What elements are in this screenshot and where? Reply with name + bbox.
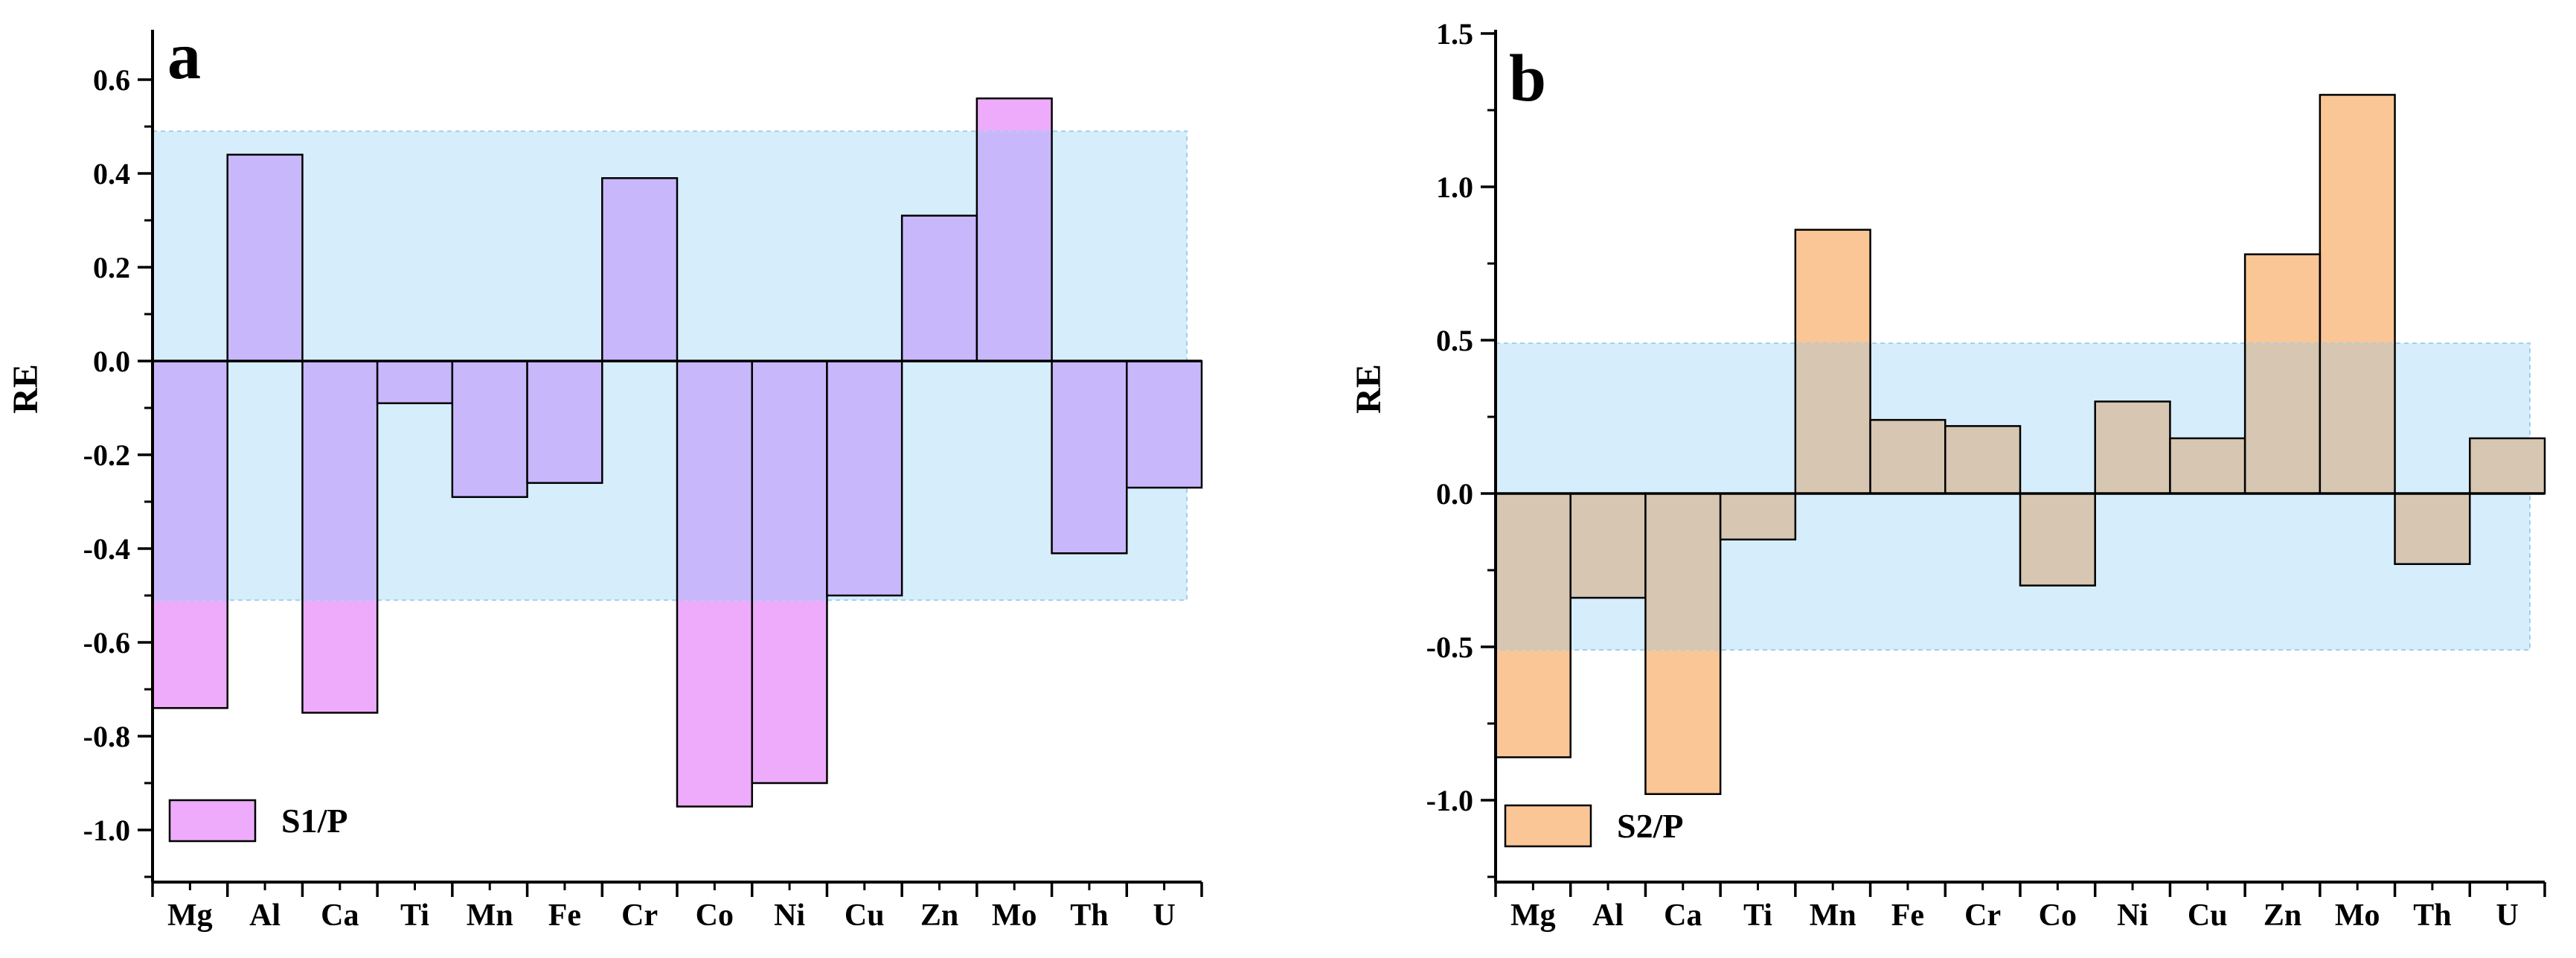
bar-outside-mo: [976, 98, 1052, 132]
x-tick-label-cr: Cr: [1964, 898, 2001, 933]
bar-inside-fe: [1870, 420, 1946, 494]
y-tick-label: 0.6: [93, 63, 130, 97]
bar-outside-mg: [1496, 650, 1571, 758]
x-tick-label-mo: Mo: [992, 898, 1037, 933]
bar-inside-al: [1570, 494, 1646, 598]
y-tick-label: -0.6: [83, 626, 130, 660]
x-tick-label-mo: Mo: [2335, 898, 2380, 933]
x-tick-label-mg: Mg: [1510, 898, 1556, 933]
x-tick-label-mn: Mn: [1810, 898, 1856, 933]
legend-label: S2/P: [1617, 807, 1683, 845]
bar-inside-cu: [827, 361, 903, 595]
bar-inside-mo: [2319, 343, 2395, 494]
x-tick-label-fe: Fe: [548, 898, 581, 933]
bar-outside-mn: [1795, 229, 1871, 344]
y-axis-label: RE: [1349, 364, 1388, 414]
y-tick-label: 0.5: [1436, 324, 1473, 357]
bar-inside-ti: [1720, 494, 1795, 540]
y-tick-label: -0.2: [83, 438, 130, 472]
legend-swatch: [1504, 804, 1592, 848]
bar-inside-th: [1051, 361, 1127, 554]
bar-outside-ca: [302, 600, 378, 713]
bar-outside-ca: [1645, 650, 1721, 794]
bar-inside-ni: [2095, 401, 2170, 494]
y-tick-label: -0.4: [83, 532, 130, 566]
y-tick-label: -1.0: [83, 814, 130, 847]
x-tick-label-u: U: [1153, 898, 1175, 933]
chart-panel-a: 0.6 0.4 0.2 0.0 -0.2 -0.4 -0.6 -0.8 -1.0 Mg Al Ca Ti…: [6, 19, 1203, 933]
x-tick-label-co: Co: [696, 898, 734, 933]
bar-inside-cr: [602, 178, 677, 361]
bar-outside-zn: [2245, 254, 2320, 344]
bar-outside-mg: [153, 600, 228, 709]
bar-inside-cr: [1945, 426, 2020, 494]
x-tick-label-cu: Cu: [845, 898, 885, 933]
y-tick-label: 1.0: [1436, 170, 1473, 204]
bar-inside-cu: [2170, 438, 2246, 494]
x-tick-label-ca: Ca: [321, 898, 359, 933]
y-tick-label: 0.4: [93, 157, 130, 191]
x-tick-label-th: Th: [1070, 898, 1108, 933]
bar-outside-mo: [2319, 95, 2395, 344]
legend-swatch: [168, 799, 257, 843]
x-tick-label-th: Th: [2413, 898, 2451, 933]
panel-label: a: [167, 19, 201, 93]
bar-outside-co: [677, 600, 752, 807]
y-tick-label: 1.5: [1436, 17, 1473, 51]
bar-inside-ca: [302, 361, 378, 601]
bar-inside-ni: [752, 361, 827, 601]
x-tick-label-zn: Zn: [2263, 898, 2301, 933]
x-tick-label-cu: Cu: [2188, 898, 2228, 933]
legend-label: S1/P: [281, 802, 347, 840]
bar-inside-ti: [377, 361, 452, 403]
bar-inside-co: [677, 361, 752, 601]
x-tick-label-cr: Cr: [621, 898, 658, 933]
x-tick-label-co: Co: [2039, 898, 2077, 933]
bar-inside-mo: [976, 131, 1052, 362]
bar-inside-zn: [2245, 343, 2320, 494]
y-tick-label: 0.0: [93, 345, 130, 378]
x-tick-label-al: Al: [1592, 898, 1624, 933]
panel-label: b: [1509, 42, 1546, 115]
bar-inside-ca: [1645, 494, 1721, 651]
x-tick-label-zn: Zn: [920, 898, 958, 933]
bar-inside-fe: [527, 361, 603, 483]
bar-outside-ni: [752, 600, 827, 783]
y-tick-label: 0.2: [93, 251, 130, 284]
bar-inside-al: [227, 154, 303, 362]
x-tick-label-ni: Ni: [774, 898, 805, 933]
chart-panel-b: 1.5 1.0 0.5 0.0 -0.5 -1.0 Mg Al Ca Ti Mn Fe Cr Co Ni Cu…: [1349, 17, 2546, 933]
x-tick-label-ni: Ni: [2117, 898, 2148, 933]
bar-inside-mn: [452, 361, 528, 497]
bar-inside-mg: [153, 361, 228, 601]
x-tick-label-mn: Mn: [467, 898, 513, 933]
y-tick-label: -0.8: [83, 720, 130, 753]
x-tick-label-ti: Ti: [1743, 898, 1772, 933]
y-tick-label: -0.5: [1426, 630, 1473, 664]
x-tick-label-fe: Fe: [1891, 898, 1924, 933]
bar-inside-mg: [1496, 494, 1571, 651]
bar-inside-u: [1127, 361, 1202, 488]
x-tick-label-ti: Ti: [400, 898, 429, 933]
x-tick-label-ca: Ca: [1664, 898, 1702, 933]
bar-inside-zn: [902, 215, 977, 361]
x-tick-label-u: U: [2496, 898, 2518, 933]
x-tick-label-mg: Mg: [167, 898, 213, 933]
bar-inside-th: [2394, 494, 2470, 564]
bar-inside-u: [2470, 438, 2545, 494]
y-tick-label: 0.0: [1436, 477, 1473, 511]
y-axis-label: RE: [6, 364, 45, 414]
y-tick-label: -1.0: [1426, 784, 1473, 817]
bar-inside-co: [2020, 494, 2095, 586]
bar-inside-mn: [1795, 343, 1871, 494]
x-tick-label-al: Al: [249, 898, 281, 933]
